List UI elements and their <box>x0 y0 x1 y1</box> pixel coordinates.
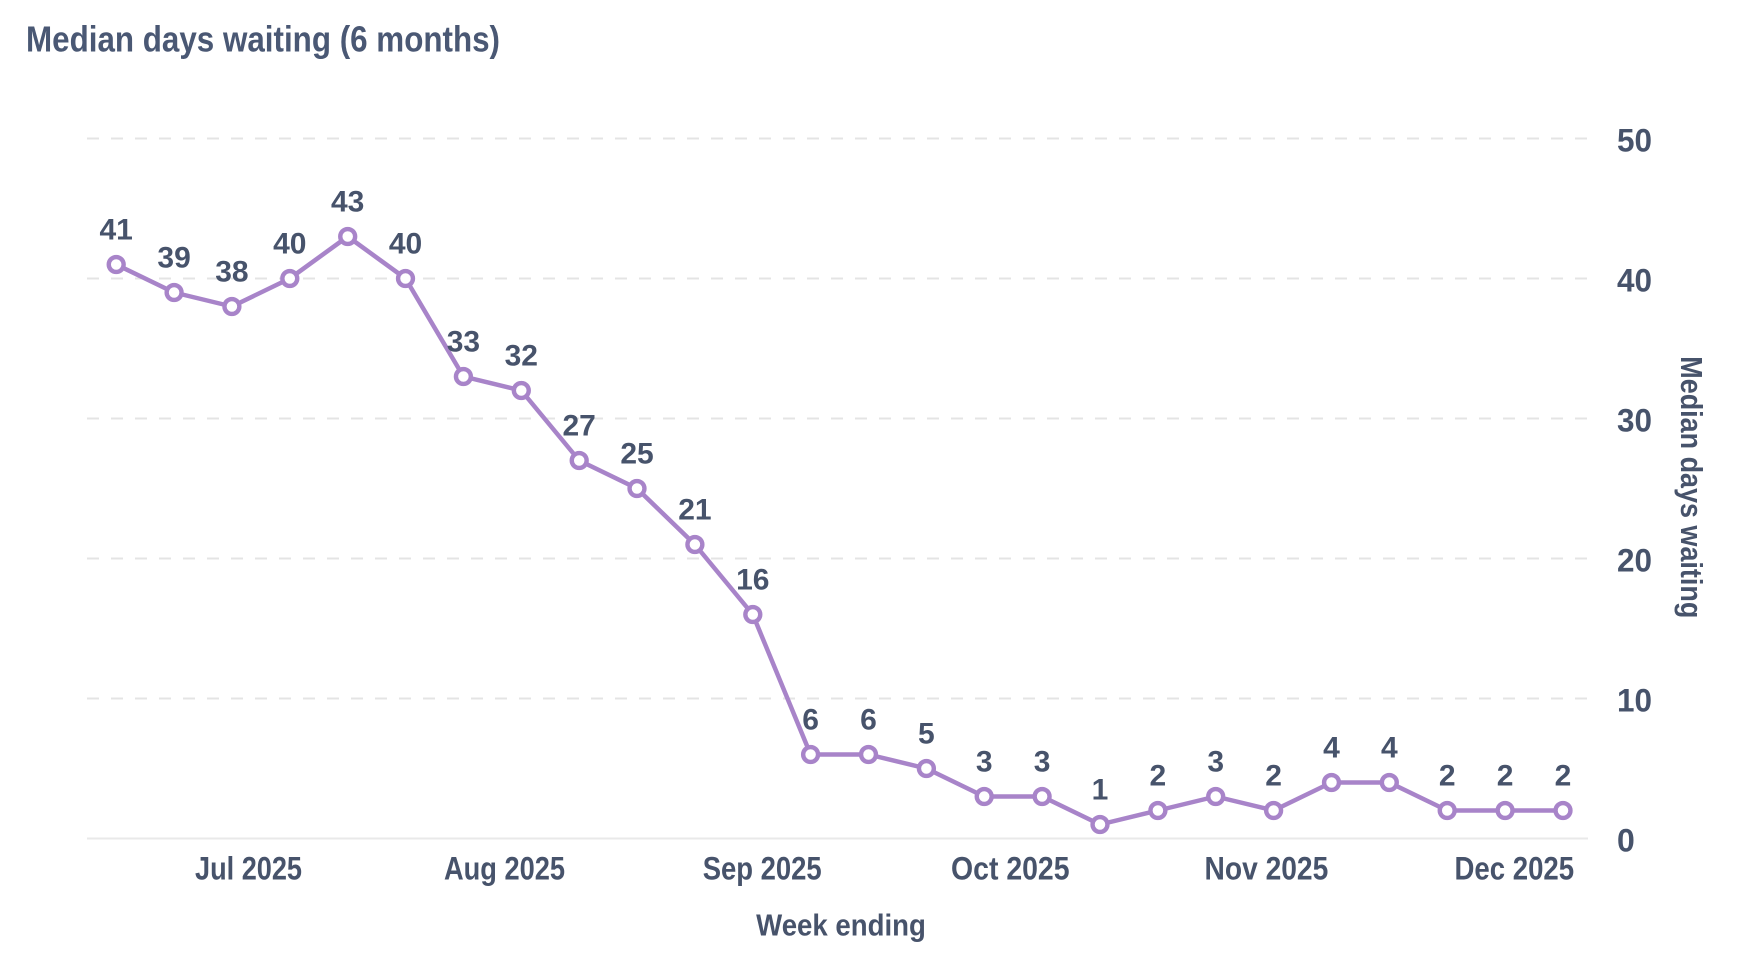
svg-text:Oct 2025: Oct 2025 <box>951 850 1070 886</box>
svg-text:40: 40 <box>389 228 422 261</box>
svg-text:Week ending: Week ending <box>756 907 926 942</box>
svg-text:40: 40 <box>273 228 306 261</box>
svg-text:2: 2 <box>1150 760 1167 793</box>
svg-text:3: 3 <box>1034 746 1051 779</box>
svg-text:2: 2 <box>1555 760 1572 793</box>
svg-text:3: 3 <box>976 746 993 779</box>
svg-text:38: 38 <box>215 256 248 289</box>
svg-text:40: 40 <box>1617 262 1652 298</box>
svg-text:Sep 2025: Sep 2025 <box>703 850 822 886</box>
svg-text:1: 1 <box>1092 774 1109 807</box>
svg-text:33: 33 <box>447 326 480 359</box>
svg-text:6: 6 <box>860 704 877 737</box>
svg-text:39: 39 <box>157 242 190 275</box>
svg-text:16: 16 <box>736 564 769 597</box>
svg-text:20: 20 <box>1617 542 1652 578</box>
svg-text:Aug 2025: Aug 2025 <box>444 850 565 886</box>
svg-text:32: 32 <box>505 340 538 373</box>
svg-text:50: 50 <box>1617 122 1652 158</box>
svg-text:3: 3 <box>1207 746 1224 779</box>
svg-text:2: 2 <box>1439 760 1456 793</box>
svg-text:2: 2 <box>1497 760 1514 793</box>
svg-text:10: 10 <box>1617 682 1652 718</box>
svg-text:Jul 2025: Jul 2025 <box>195 850 302 886</box>
svg-text:Dec 2025: Dec 2025 <box>1455 850 1575 886</box>
svg-text:43: 43 <box>331 186 364 219</box>
svg-text:27: 27 <box>563 410 596 443</box>
svg-text:0: 0 <box>1617 822 1635 858</box>
svg-text:6: 6 <box>802 704 819 737</box>
svg-text:Median days waiting (6 months): Median days waiting (6 months) <box>26 19 500 60</box>
svg-text:Nov 2025: Nov 2025 <box>1205 850 1329 886</box>
svg-text:4: 4 <box>1381 732 1398 765</box>
svg-text:25: 25 <box>620 438 653 471</box>
svg-text:Median days waiting: Median days waiting <box>1674 356 1709 618</box>
svg-text:5: 5 <box>918 718 935 751</box>
svg-text:41: 41 <box>100 214 133 247</box>
svg-text:4: 4 <box>1323 732 1340 765</box>
svg-text:2: 2 <box>1265 760 1282 793</box>
svg-text:30: 30 <box>1617 402 1652 438</box>
svg-text:21: 21 <box>678 494 711 527</box>
